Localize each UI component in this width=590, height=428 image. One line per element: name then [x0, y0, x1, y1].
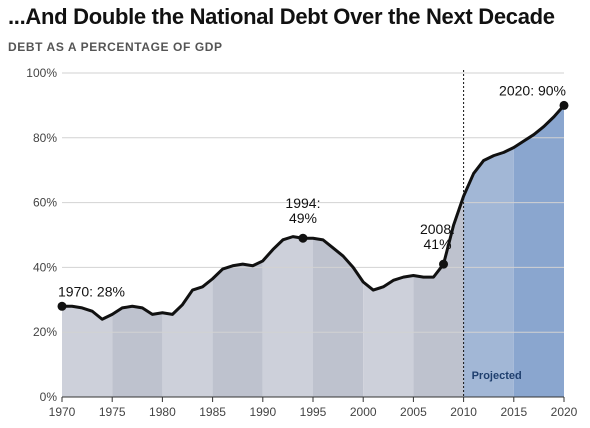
- annotation-point-1970: [57, 301, 67, 311]
- annotation-label-2008: 41%: [424, 236, 452, 252]
- x-tick-label: 1990: [249, 405, 276, 419]
- annotation-label-2020: 2020: 90%: [499, 82, 566, 98]
- area-band-2015: [513, 105, 564, 397]
- area-band-1995: [313, 105, 364, 397]
- y-tick-label: 80%: [33, 131, 57, 145]
- chart-title: ...And Double the National Debt Over the…: [8, 4, 555, 29]
- x-tick-label: 2000: [350, 405, 377, 419]
- area-band-1980: [162, 105, 213, 397]
- annotation-label-1994: 49%: [289, 210, 317, 226]
- y-tick-label: 100%: [26, 66, 57, 80]
- x-tick-label: 2005: [400, 405, 427, 419]
- annotation-point-2020: [559, 100, 569, 110]
- chart-subtitle: DEBT AS A PERCENTAGE OF GDP: [8, 40, 223, 54]
- y-tick-label: 60%: [33, 196, 57, 210]
- annotation-point-1994: [298, 233, 308, 243]
- area-band-1970: [62, 105, 113, 397]
- debt-series-line: [60, 103, 566, 321]
- annotation-label-2008: 2008:: [420, 221, 455, 237]
- annotation-point-2008: [439, 259, 449, 269]
- x-tick-label: 2020: [551, 405, 578, 419]
- x-tick-label: 1980: [149, 405, 176, 419]
- projected-label: Projected: [472, 370, 522, 382]
- area-band-1985: [212, 105, 263, 397]
- x-tick-label: 1975: [99, 405, 126, 419]
- x-tick-label: 2015: [500, 405, 527, 419]
- area-band-2000: [363, 105, 414, 397]
- y-tick-label: 20%: [33, 325, 57, 339]
- x-tick-label: 1995: [300, 405, 327, 419]
- x-tick-label: 1985: [199, 405, 226, 419]
- x-tick-label: 2010: [450, 405, 477, 419]
- area-band-1975: [112, 105, 163, 397]
- x-tick-label: 1970: [49, 405, 76, 419]
- annotation-label-1970: 1970: 28%: [58, 283, 125, 299]
- y-tick-label: 0%: [40, 390, 58, 404]
- y-tick-label: 40%: [33, 260, 57, 274]
- annotation-label-1994: 1994:: [285, 195, 320, 211]
